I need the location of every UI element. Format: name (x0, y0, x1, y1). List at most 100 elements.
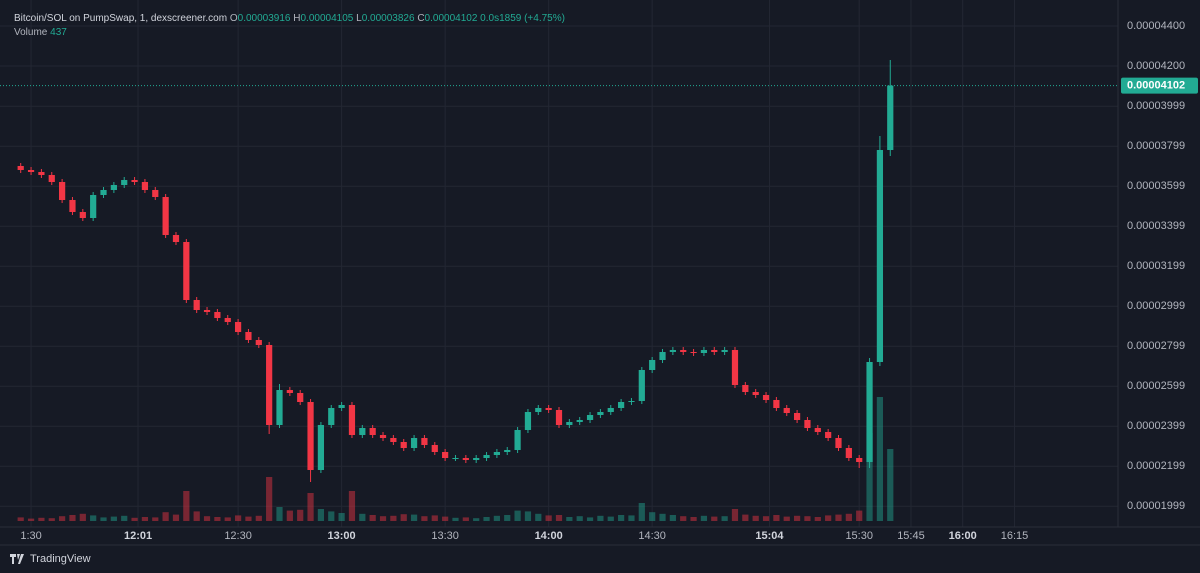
candle-body (762, 395, 770, 400)
volume-bar (390, 515, 397, 521)
candle-body (359, 428, 366, 435)
candle-body (793, 413, 801, 420)
candle-body (100, 190, 107, 195)
candle-body (742, 385, 749, 392)
candle-body (307, 402, 314, 470)
volume-bar (69, 515, 76, 521)
volume-bar (504, 515, 511, 521)
volume-bar (555, 515, 563, 521)
volume-bar (90, 515, 97, 521)
candle-body (452, 458, 459, 459)
overlay: 0.00004102 (0, 77, 1198, 94)
volume-bar (762, 516, 770, 521)
volume-bar (690, 517, 697, 521)
volume-bar (431, 515, 438, 521)
volume-bar (245, 516, 252, 521)
candle-body (266, 345, 273, 425)
x-tick-label: 16:00 (949, 530, 977, 542)
legend-value: 0.00004102 (424, 13, 478, 24)
volume-bar (286, 510, 293, 521)
candle-body (286, 390, 293, 393)
candle-body (845, 448, 852, 458)
candle-body (328, 408, 335, 425)
volume-bar (17, 517, 24, 521)
x-tick-label: 14:30 (638, 530, 666, 542)
candle-body (141, 182, 149, 190)
x-tick-label: 14:00 (535, 530, 563, 542)
legend-key: H (293, 13, 301, 24)
candle-body (79, 212, 86, 218)
volume-bar (348, 491, 356, 521)
volume-bar (576, 516, 583, 521)
volume-bar (783, 516, 790, 521)
volume-bar (628, 515, 635, 521)
volume-bar (721, 516, 728, 521)
candle-body (338, 405, 345, 408)
volume-bar (297, 509, 304, 521)
volume-bar (27, 518, 35, 521)
legend-change: 0.0s1859 (+4.75%) (480, 13, 565, 24)
volume-value: 437 (50, 27, 67, 38)
candle-body (224, 318, 231, 322)
volume-bar (462, 517, 469, 521)
x-tick-label: 12:30 (224, 530, 252, 542)
brand[interactable]: TradingView (10, 553, 91, 565)
volume-bar (597, 515, 604, 521)
candle-body (234, 322, 242, 332)
candle-body (110, 185, 117, 190)
candle-body (783, 408, 790, 413)
volume-bar (535, 513, 542, 521)
legend-title: Bitcoin/SOL on PumpSwap, 1, dexscreener.… (14, 13, 228, 24)
candle-body (607, 408, 614, 412)
volume-bar (421, 516, 428, 521)
volume-bar (607, 516, 614, 521)
volume-bar (566, 517, 573, 521)
candle-body (545, 408, 552, 410)
y-tick-label: 0.00001999 (1127, 500, 1185, 512)
candle-body (814, 428, 821, 432)
candle-body (535, 408, 542, 412)
volume-bar (317, 509, 325, 521)
candle-body (483, 455, 490, 458)
volume-bar (193, 511, 200, 521)
candle-body (473, 458, 480, 460)
volume-bar (669, 515, 676, 521)
volume-bar (493, 515, 500, 521)
volume-bar (825, 515, 832, 521)
volume-bar (752, 515, 759, 521)
candle-body (721, 350, 728, 352)
candle-layer (17, 60, 894, 482)
volume-bar (276, 507, 283, 521)
candle-body (773, 400, 780, 408)
candle-body (731, 350, 739, 385)
y-tick-label: 0.00003999 (1127, 100, 1185, 112)
volume-bar (876, 397, 884, 521)
legend-key: L (356, 13, 362, 24)
candle-body (431, 445, 438, 452)
candle-body (638, 370, 645, 401)
legend-key: O (229, 13, 238, 24)
candle-body (421, 438, 428, 445)
volume-bar (887, 449, 894, 521)
volume-bar (659, 513, 666, 521)
candle-body (659, 352, 666, 360)
volume-bar (379, 516, 387, 521)
y-tick-label: 0.00002999 (1127, 300, 1185, 312)
volume-bar (649, 512, 656, 521)
volume-bar (442, 516, 449, 521)
volume-bar (618, 515, 625, 521)
candle-body (576, 420, 583, 422)
volume-bar (162, 512, 169, 521)
candle-body (48, 175, 55, 182)
candle-body (172, 235, 180, 242)
candle-body (866, 362, 873, 462)
candle-body (90, 195, 97, 218)
legend-row: Bitcoin/SOL on PumpSwap, 1, dexscreener.… (14, 12, 565, 26)
candle-body (59, 182, 66, 200)
y-tick-label: 0.00004200 (1127, 60, 1185, 72)
volume-bar (328, 511, 335, 521)
volume-bar (79, 513, 86, 521)
